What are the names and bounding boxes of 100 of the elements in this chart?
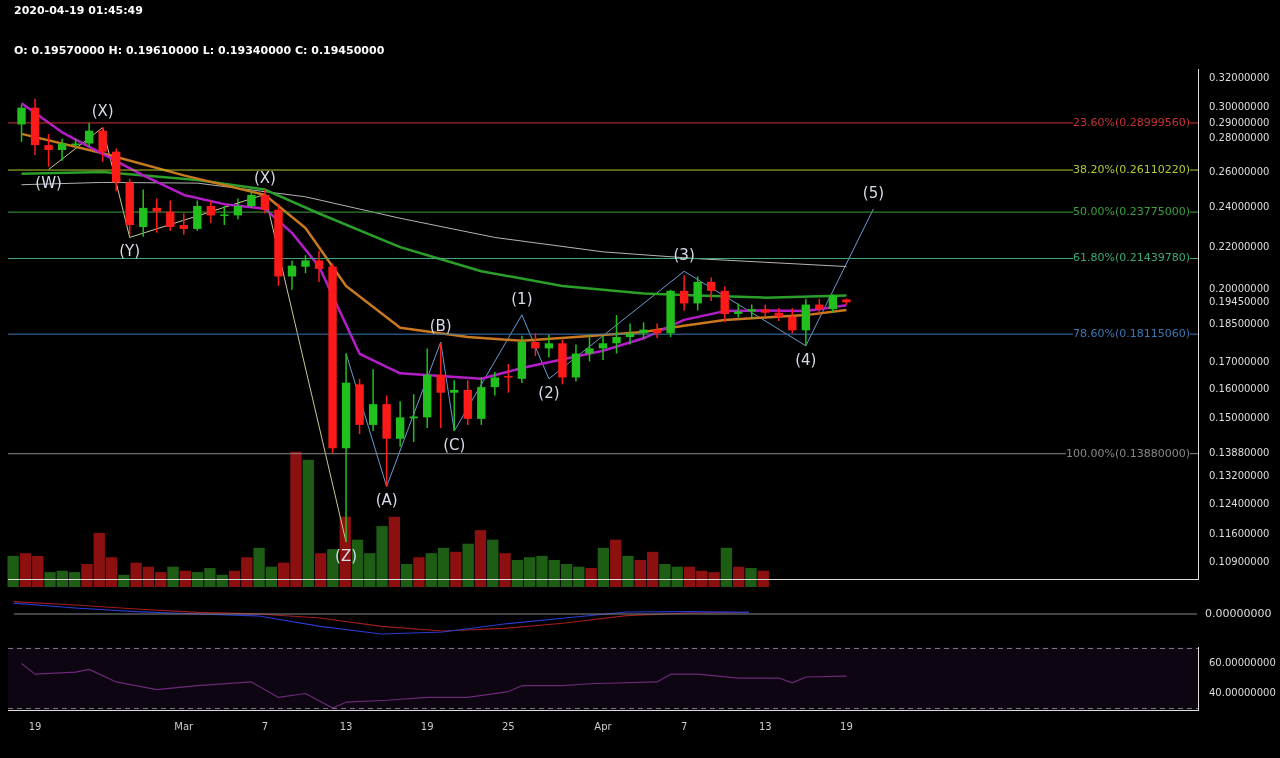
candlestick bbox=[247, 188, 256, 209]
annotation: (A) bbox=[375, 491, 398, 510]
candlestick bbox=[409, 393, 418, 443]
y-tick-label: 0.15000000 bbox=[1209, 412, 1270, 424]
y-tick-label: 0.17000000 bbox=[1209, 356, 1270, 368]
candlestick bbox=[828, 293, 838, 314]
candlestick bbox=[706, 276, 716, 302]
bar bbox=[7, 555, 19, 587]
candlestick bbox=[206, 199, 216, 224]
y-tick-label: 0.18500000 bbox=[1209, 318, 1270, 330]
ref-line-label: 78.60%(0.18115060) bbox=[1072, 327, 1190, 341]
candlestick bbox=[220, 205, 229, 226]
candlestick bbox=[233, 197, 243, 220]
candlestick bbox=[774, 307, 783, 322]
y-tick-label: 0.20000000 bbox=[1209, 283, 1270, 295]
bar bbox=[179, 570, 191, 587]
candlestick bbox=[504, 363, 513, 394]
ref-line-label: 50.00%(0.23775000) bbox=[1072, 204, 1190, 218]
candlestick bbox=[571, 343, 581, 383]
candlestick bbox=[612, 314, 621, 355]
bar bbox=[622, 555, 634, 587]
candlestick bbox=[531, 332, 540, 357]
bar bbox=[450, 551, 462, 587]
candlestick bbox=[84, 122, 94, 148]
candlestick bbox=[179, 212, 188, 236]
y-tick-label: 0.12400000 bbox=[1209, 497, 1270, 509]
text: 2020-04-19 01:45:49 bbox=[14, 4, 144, 17]
ref-line-label: 23.60%(0.28999560) bbox=[1072, 115, 1190, 129]
annotation: (X) bbox=[91, 102, 114, 121]
bar bbox=[388, 516, 401, 587]
candlestick bbox=[747, 303, 756, 320]
annotation: (5) bbox=[862, 183, 885, 202]
bar bbox=[462, 543, 474, 587]
candlestick bbox=[788, 307, 797, 335]
y-tick-label: 0.29000000 bbox=[1209, 116, 1270, 128]
candlestick bbox=[450, 379, 459, 432]
bar bbox=[474, 530, 487, 587]
text: O: 0.19570000 H: 0.19610000 L: 0.19340000 C: 0.19450000 bbox=[14, 44, 385, 57]
bar bbox=[745, 568, 757, 587]
annotation: (1) bbox=[511, 289, 533, 308]
annotation: (X) bbox=[253, 169, 276, 188]
candlestick bbox=[544, 333, 554, 359]
candlestick bbox=[139, 188, 148, 238]
x-tick-label: Apr bbox=[594, 720, 613, 732]
bar bbox=[720, 547, 733, 587]
text: 0.00000000 bbox=[1205, 606, 1272, 620]
y-tick-label: 0.22000000 bbox=[1209, 240, 1270, 252]
y-tick-label: 60.00000000 bbox=[1209, 657, 1276, 669]
bar bbox=[733, 566, 745, 587]
candlestick bbox=[260, 188, 270, 215]
candlestick bbox=[720, 285, 729, 324]
bar bbox=[597, 547, 610, 587]
annotation: (4) bbox=[795, 350, 817, 369]
bar bbox=[302, 459, 314, 587]
x-tick-label: 19 bbox=[840, 720, 853, 732]
annotation: (Y) bbox=[119, 242, 141, 261]
y-tick-label: 40.00000000 bbox=[1209, 687, 1276, 699]
annotation: (W) bbox=[35, 174, 62, 193]
candlestick bbox=[436, 342, 445, 429]
y-tick-label: 0.16000000 bbox=[1209, 383, 1270, 395]
annotation: (C) bbox=[443, 435, 466, 454]
candlestick bbox=[98, 126, 107, 163]
annotation: (B) bbox=[429, 316, 452, 335]
x-tick-label: 7 bbox=[680, 720, 688, 732]
bar bbox=[585, 568, 597, 587]
y-tick-label: 0.30000000 bbox=[1209, 101, 1270, 113]
bar bbox=[757, 570, 769, 587]
ref-line-label: 100.00%(0.13880000) bbox=[1065, 446, 1190, 460]
x-tick-label: 19 bbox=[420, 720, 434, 732]
candlestick bbox=[152, 197, 161, 234]
y-tick-label: 0.28000000 bbox=[1209, 132, 1270, 144]
candlestick bbox=[368, 368, 378, 432]
candlestick bbox=[598, 335, 608, 361]
candlestick bbox=[17, 103, 26, 143]
bar bbox=[413, 557, 425, 587]
candlestick bbox=[625, 322, 635, 346]
y-tick-label: 0.10900000 bbox=[1209, 555, 1270, 567]
candlestick bbox=[193, 199, 202, 232]
candlestick bbox=[314, 250, 324, 283]
bar bbox=[167, 566, 179, 587]
bar bbox=[314, 553, 327, 587]
x-tick-label: 7 bbox=[261, 720, 269, 732]
y-tick-label: 0.24000000 bbox=[1209, 201, 1270, 213]
y-tick-label: 0.11600000 bbox=[1209, 527, 1270, 539]
ref-line-label: 38.20%(0.26110220) bbox=[1072, 162, 1190, 176]
candlestick bbox=[44, 133, 53, 168]
x-tick-label: 13 bbox=[339, 720, 353, 732]
bar bbox=[401, 564, 413, 587]
bar bbox=[487, 539, 499, 587]
bar bbox=[499, 553, 511, 587]
x-tick-label: Mar bbox=[174, 720, 195, 732]
candlestick bbox=[490, 371, 500, 397]
y-tick-label: 0.26000000 bbox=[1209, 165, 1270, 177]
candlestick bbox=[301, 254, 310, 274]
annotation: (2) bbox=[538, 383, 560, 402]
candlestick bbox=[585, 333, 594, 363]
bar bbox=[610, 539, 622, 587]
ref-line-label: 61.80%(0.21439780) bbox=[1072, 251, 1190, 265]
candlestick bbox=[166, 199, 175, 232]
candlestick bbox=[395, 400, 405, 448]
